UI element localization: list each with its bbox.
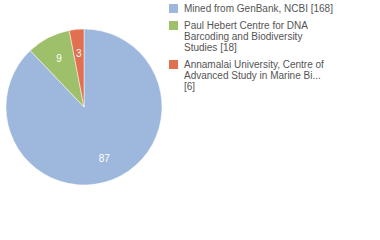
data-label: 3: [76, 48, 82, 59]
pie-slice: [6, 29, 162, 185]
chart-root: 87 9 3 Mined from GenBank, NCBI [168] Paul …: [0, 0, 380, 240]
legend-label: Paul Hebert Centre for DNA Barcoding and…: [184, 20, 307, 53]
legend: Mined from GenBank, NCBI [168] Paul Heber…: [169, 3, 377, 98]
legend-label: Mined from GenBank, NCBI [168]: [184, 3, 333, 14]
data-label: 9: [56, 53, 62, 64]
legend-swatch: [169, 60, 178, 69]
legend-swatch: [169, 4, 178, 13]
data-label: 87: [99, 153, 111, 164]
legend-entry: Annamalai University, Centre of Advanced…: [169, 59, 334, 92]
pie-area: 87 9 3: [0, 0, 168, 240]
legend-entry: Paul Hebert Centre for DNA Barcoding and…: [169, 20, 334, 53]
legend-entry: Mined from GenBank, NCBI [168]: [169, 3, 334, 14]
legend-label: Annamalai University, Centre of Advanced…: [184, 59, 324, 92]
pie-slice: [69, 29, 84, 107]
legend-swatch: [169, 21, 178, 30]
